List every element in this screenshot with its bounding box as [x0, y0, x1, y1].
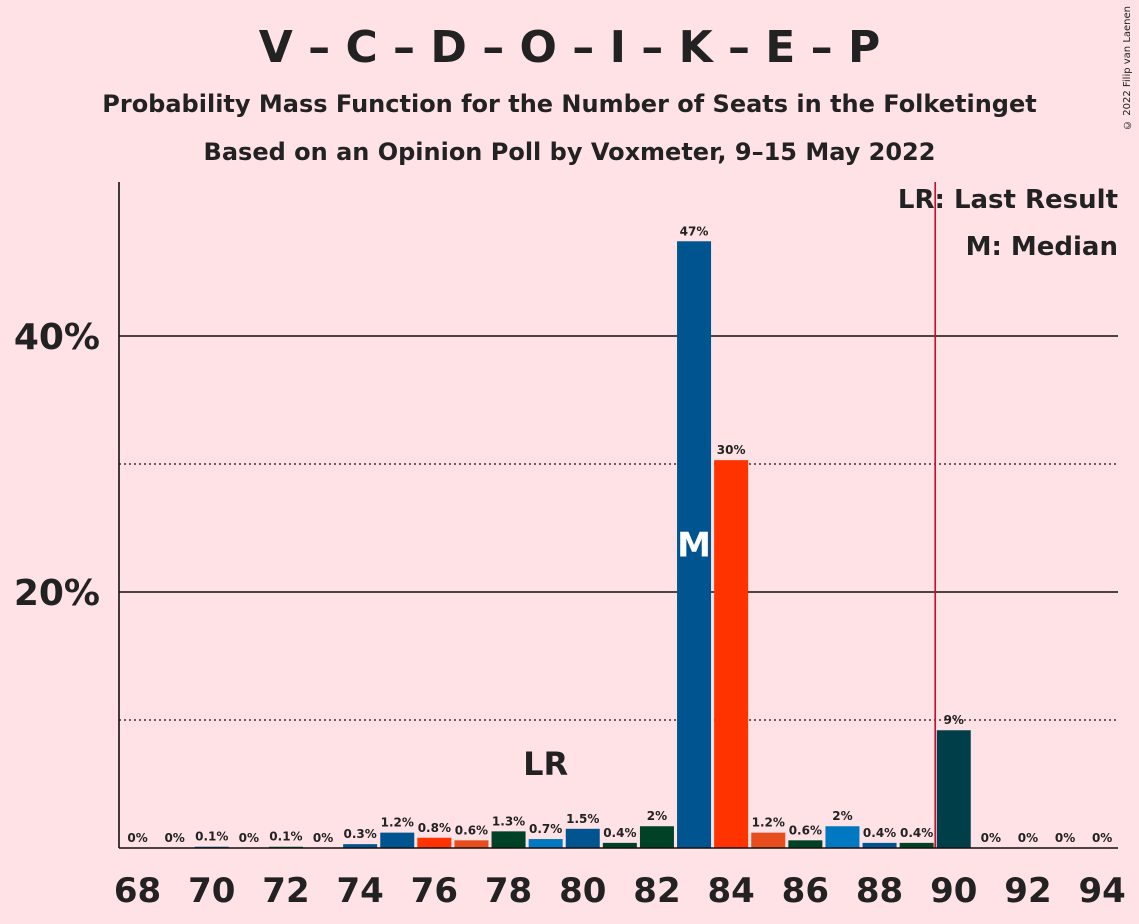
x-tick-label: 94: [1078, 871, 1125, 911]
y-tick-label: 20%: [14, 573, 100, 614]
x-tick-label: 92: [1004, 871, 1051, 911]
bar-value-label: 1.2%: [752, 816, 785, 830]
x-tick-label: 70: [188, 871, 235, 911]
bar-84: [714, 460, 749, 848]
bar-83: [677, 241, 712, 848]
bar-value-label: 0.4%: [603, 826, 636, 840]
bar-85: [751, 832, 786, 848]
bar-value-label: 0.1%: [269, 830, 302, 844]
bar-value-label: 9%: [944, 713, 964, 727]
bar-value-label: 0%: [164, 831, 184, 845]
bar-value-label: 2%: [647, 809, 667, 823]
bar-value-label: 2%: [832, 809, 852, 823]
x-tick-label: 90: [930, 871, 977, 911]
bar-value-label: 0.7%: [529, 822, 562, 836]
bar-value-label: 47%: [680, 224, 709, 238]
last-result-marker: LR: [523, 745, 568, 783]
x-tick-label: 74: [336, 871, 383, 911]
bar-value-label: 0.1%: [195, 830, 228, 844]
bar-88: [862, 842, 897, 848]
x-tick-label: 78: [485, 871, 532, 911]
bar-value-label: 0.3%: [344, 827, 377, 841]
bar-87: [825, 826, 860, 848]
chart-subtitle: Probability Mass Function for the Number…: [102, 90, 1037, 118]
bar-90: [936, 730, 971, 848]
x-tick-label: 88: [856, 871, 903, 911]
bar-value-label: 1.5%: [566, 812, 599, 826]
x-tick-label: 80: [559, 871, 606, 911]
bar-value-label: 1.2%: [381, 816, 414, 830]
bar-82: [639, 826, 674, 848]
bar-value-label: 0%: [981, 831, 1001, 845]
bar-75: [380, 832, 415, 848]
bar-value-label: 30%: [717, 443, 746, 457]
y-tick-label: 40%: [14, 317, 100, 358]
bar-value-label: 0%: [127, 831, 147, 845]
median-marker: M: [677, 526, 711, 566]
bar-value-label: 0%: [1055, 831, 1075, 845]
bar-81: [602, 842, 637, 848]
bar-value-label: 0%: [313, 831, 333, 845]
legend-median: M: Median: [965, 232, 1118, 262]
bar-value-label: 0%: [239, 831, 259, 845]
bar-78: [491, 831, 526, 848]
bar-86: [788, 840, 823, 848]
bar-value-label: 0%: [1092, 831, 1112, 845]
bar-74: [343, 844, 378, 848]
bar-value-label: 0.6%: [789, 823, 822, 837]
x-tick-label: 76: [411, 871, 458, 911]
bar-79: [528, 839, 563, 848]
bar-77: [454, 840, 489, 848]
x-tick-label: 72: [262, 871, 309, 911]
x-tick-label: 68: [114, 871, 161, 911]
bar-value-label: 0.4%: [900, 826, 933, 840]
bar-value-label: 0.6%: [455, 823, 488, 837]
x-tick-label: 84: [707, 871, 754, 911]
bar-value-label: 0.8%: [418, 821, 451, 835]
legend-last-result: LR: Last Result: [897, 185, 1118, 215]
chart-title: V – C – D – O – I – K – E – P: [258, 22, 881, 73]
bar-89: [899, 842, 934, 848]
x-tick-label: 86: [782, 871, 829, 911]
bar-value-label: 1.3%: [492, 814, 525, 828]
x-tick-label: 82: [633, 871, 680, 911]
bar-80: [565, 828, 600, 848]
bar-value-label: 0.4%: [863, 826, 896, 840]
bar-value-label: 0%: [1018, 831, 1038, 845]
chart-subtitle-poll: Based on an Opinion Poll by Voxmeter, 9–…: [203, 138, 936, 166]
bar-76: [417, 837, 452, 848]
